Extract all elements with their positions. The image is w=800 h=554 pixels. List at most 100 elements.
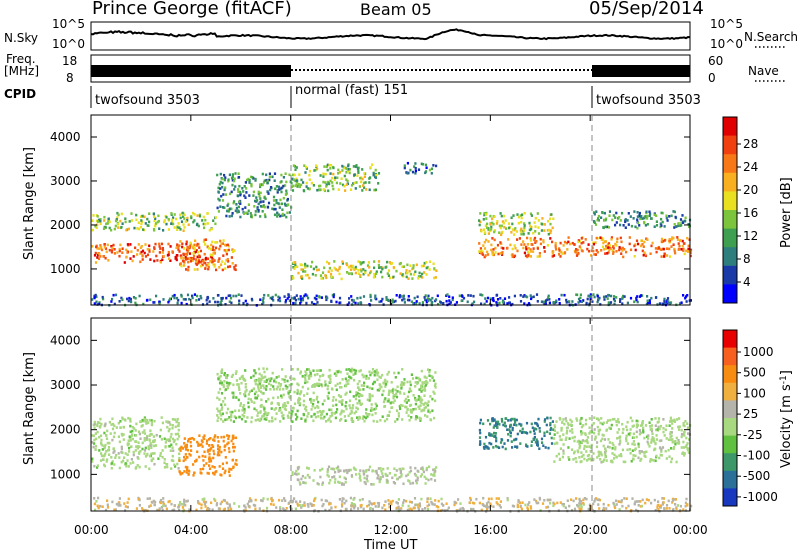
scatter-cell xyxy=(640,215,643,218)
scatter-cell xyxy=(359,504,362,507)
scatter-cell xyxy=(178,459,181,462)
scatter-cell xyxy=(284,384,287,388)
scatter-cell xyxy=(349,188,353,191)
scatter-cell xyxy=(576,440,579,443)
scatter-cell xyxy=(176,228,179,231)
scatter-cell xyxy=(301,385,304,389)
scatter-cell xyxy=(673,247,676,251)
scatter-cell xyxy=(305,185,308,188)
scatter-cell xyxy=(487,253,490,256)
scatter-cell xyxy=(500,417,503,421)
scatter-cell xyxy=(499,441,503,444)
scatter-cell xyxy=(428,268,431,271)
scatter-cell xyxy=(580,500,583,503)
scatter-cell xyxy=(510,216,513,220)
scatter-cell xyxy=(496,502,499,506)
scatter-cell xyxy=(356,402,359,405)
scatter-cell xyxy=(586,459,589,462)
scatter-cell xyxy=(350,504,353,508)
scatter-cell xyxy=(415,415,418,418)
scatter-cell xyxy=(140,215,143,218)
scatter-cell xyxy=(108,220,111,224)
scatter-cell xyxy=(312,403,315,406)
scatter-cell xyxy=(217,507,220,510)
scatter-cell xyxy=(560,429,563,432)
scatter-cell xyxy=(254,210,257,213)
scatter-cell xyxy=(629,248,633,252)
scatter-cell xyxy=(182,298,185,301)
scatter-cell xyxy=(440,502,443,506)
scatter-cell xyxy=(631,419,634,423)
scatter-cell xyxy=(125,248,128,252)
scatter-cell xyxy=(635,500,638,503)
scatter-cell xyxy=(413,506,416,510)
scatter-cell xyxy=(322,172,325,176)
scatter-cell xyxy=(250,416,253,419)
scatter-cell xyxy=(303,504,306,507)
scatter-cell xyxy=(141,441,144,445)
scatter-cell xyxy=(642,253,645,257)
scatter-cell xyxy=(499,226,502,230)
scatter-cell xyxy=(273,378,276,381)
scatter-cell xyxy=(690,504,693,508)
scatter-cell xyxy=(97,496,100,500)
scatter-cell xyxy=(392,266,395,269)
scatter-cell xyxy=(307,374,310,378)
scatter-cell xyxy=(304,374,307,377)
scatter-cell xyxy=(298,396,301,400)
scatter-cell xyxy=(579,460,582,464)
scatter-cell xyxy=(618,443,621,446)
scatter-cell xyxy=(348,301,351,304)
scatter-cell xyxy=(272,396,275,400)
scatter-cell xyxy=(588,432,591,435)
scatter-cell xyxy=(626,420,629,424)
scatter-cell xyxy=(402,467,405,471)
scatter-cell xyxy=(294,184,298,187)
scatter-cell xyxy=(102,227,106,230)
scatter-cell xyxy=(179,449,182,452)
scatter-cell xyxy=(223,445,226,448)
scatter-cell xyxy=(489,434,492,437)
scatter-cell xyxy=(420,369,423,373)
scatter-cell xyxy=(434,399,437,403)
scatter-cell xyxy=(645,498,648,501)
scatter-cell xyxy=(375,173,378,177)
scatter-cell xyxy=(485,238,488,242)
scatter-cell xyxy=(596,295,599,298)
scatter-cell xyxy=(401,368,404,371)
scatter-cell xyxy=(439,301,442,304)
scatter-cell xyxy=(225,249,228,252)
colorbar-segment xyxy=(723,488,737,507)
scatter-cell xyxy=(369,271,372,275)
scatter-cell xyxy=(421,276,424,279)
scatter-cell xyxy=(424,298,427,302)
scatter-cell xyxy=(426,415,429,418)
scatter-cell xyxy=(627,212,630,215)
scatter-cell xyxy=(381,415,384,418)
scatter-cell xyxy=(279,420,282,423)
scatter-cell xyxy=(273,408,276,411)
scatter-cell xyxy=(492,297,495,300)
scatter-cell xyxy=(352,299,355,302)
scatter-cell xyxy=(408,418,411,422)
scatter-cell xyxy=(339,386,342,389)
scatter-cell xyxy=(433,503,436,506)
scatter-cell xyxy=(227,294,230,297)
scatter-cell xyxy=(121,247,124,250)
scatter-cell xyxy=(363,381,366,385)
scatter-cell xyxy=(218,247,221,251)
scatter-cell xyxy=(567,456,570,459)
scatter-cell xyxy=(250,389,253,392)
scatter-cell xyxy=(402,294,405,298)
scatter-cell xyxy=(637,445,640,449)
scatter-cell xyxy=(113,449,116,453)
scatter-cell xyxy=(190,215,193,218)
scatter-cell xyxy=(172,216,175,219)
scatter-cell xyxy=(644,254,648,258)
scatter-cell xyxy=(611,447,614,450)
scatter-cell xyxy=(264,375,267,379)
scatter-cell xyxy=(144,419,147,423)
scatter-cell xyxy=(558,302,561,305)
scatter-cell xyxy=(420,497,423,501)
scatter-cell xyxy=(517,499,520,502)
